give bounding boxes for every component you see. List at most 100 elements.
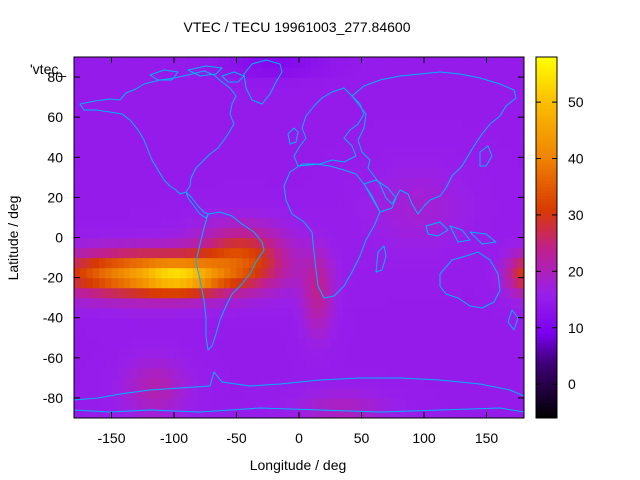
heatmap-cell [86, 287, 94, 299]
heatmap-cell [217, 327, 225, 339]
heatmap-cell [167, 157, 175, 168]
heatmap-cell [111, 197, 119, 209]
heatmap-cell [211, 157, 219, 168]
heatmap-cell [199, 247, 206, 259]
heatmap-cell [330, 217, 338, 229]
heatmap-cell [217, 117, 225, 128]
heatmap-cell [105, 77, 113, 88]
heatmap-cell [255, 237, 263, 249]
heatmap-cell [224, 327, 231, 339]
heatmap-cell [186, 317, 194, 329]
heatmap-cell [174, 167, 181, 178]
colorbar-segment [536, 408, 557, 413]
heatmap-cell [499, 227, 506, 239]
heatmap-cell [199, 127, 206, 138]
heatmap-cell [255, 407, 263, 418]
heatmap-cell [249, 167, 256, 178]
heatmap-cell [74, 377, 81, 389]
heatmap-cell [305, 367, 313, 379]
heatmap-cell [74, 137, 81, 148]
heatmap-cell [255, 177, 263, 188]
heatmap-cell [255, 217, 263, 229]
heatmap-cell [199, 317, 206, 329]
heatmap-cell [136, 257, 144, 269]
heatmap-cell [474, 127, 481, 138]
heatmap-cell [361, 367, 369, 379]
coastline-arabia [363, 179, 397, 213]
heatmap-cell [492, 357, 500, 369]
heatmap-cell [167, 257, 175, 269]
heatmap-cell [467, 287, 475, 299]
heatmap-cell [280, 287, 288, 299]
heatmap-cell [311, 167, 319, 178]
colorbar-segment [536, 153, 557, 157]
heatmap-cell [399, 167, 406, 178]
heatmap-cell [174, 57, 181, 68]
heatmap-cell [267, 347, 275, 359]
heatmap-cell [430, 387, 438, 399]
heatmap-cell [161, 187, 169, 198]
colorbar-segment [536, 174, 557, 178]
x-tick-label: -150 [97, 430, 125, 446]
heatmap-cell [411, 127, 419, 138]
heatmap-cell [217, 247, 225, 259]
heatmap-cell [317, 107, 325, 118]
heatmap-cell [311, 117, 319, 128]
heatmap-cell [411, 107, 419, 118]
heatmap-cell [80, 227, 88, 239]
heatmap-cell [299, 147, 306, 158]
heatmap-cell [392, 337, 400, 349]
heatmap-cell [367, 147, 375, 158]
colorbar-segment [536, 363, 557, 368]
coastline-africa [283, 163, 381, 299]
heatmap-cell [305, 347, 313, 359]
heatmap-cell [86, 157, 94, 168]
heatmap-cell [305, 77, 313, 88]
heatmap-cell [161, 227, 169, 239]
heatmap-cell [336, 277, 344, 289]
heatmap-cell [180, 347, 188, 359]
heatmap-cell [317, 157, 325, 168]
heatmap-cell [99, 87, 106, 98]
heatmap-cell [486, 357, 494, 369]
heatmap-cell [267, 317, 275, 329]
heatmap-cell [136, 117, 144, 128]
colorbar-segment [536, 411, 557, 416]
heatmap-cell [336, 97, 344, 108]
heatmap-cell [511, 167, 519, 178]
heatmap-cell [467, 87, 475, 98]
heatmap-cell [449, 317, 456, 329]
colorbar-segment [536, 120, 557, 124]
colorbar-segment [536, 189, 557, 193]
heatmap-cell [417, 307, 425, 319]
heatmap-cell [517, 107, 524, 118]
coastline-antarctica-south [74, 407, 524, 413]
heatmap-cell [136, 217, 144, 229]
heatmap-cell [336, 127, 344, 138]
heatmap-cell [317, 57, 325, 68]
heatmap-cell [124, 187, 131, 198]
colorbar-segment [536, 144, 557, 148]
heatmap-cell [505, 77, 513, 88]
heatmap-cell [217, 367, 225, 379]
heatmap-cell [105, 327, 113, 339]
heatmap-cell [355, 407, 363, 418]
heatmap-cell [99, 277, 106, 289]
heatmap-cell [155, 327, 163, 339]
heatmap-cell [261, 337, 269, 349]
heatmap-cell [417, 357, 425, 369]
heatmap-cell [105, 137, 113, 148]
heatmap-cell [424, 117, 431, 128]
heatmap-cell [224, 367, 231, 379]
heatmap-cell [111, 117, 119, 128]
heatmap-cell [355, 237, 363, 249]
heatmap-cell [430, 187, 438, 198]
heatmap-cell [367, 397, 375, 409]
heatmap-cell [317, 377, 325, 389]
heatmap-cell [86, 117, 94, 128]
heatmap-cell [267, 147, 275, 158]
heatmap-cell [417, 67, 425, 78]
heatmap-cell [467, 127, 475, 138]
heatmap-cell [92, 227, 100, 239]
heatmap-cell [486, 177, 494, 188]
